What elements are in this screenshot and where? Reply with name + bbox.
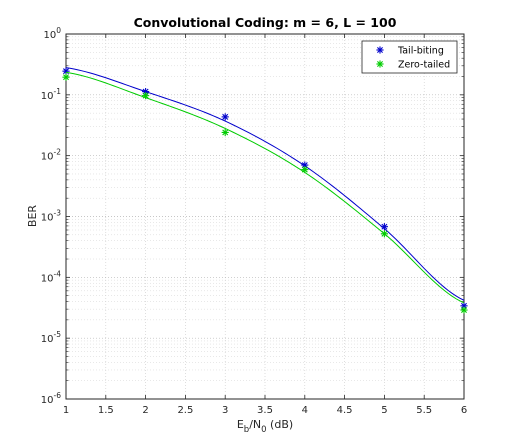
legend-marker-tail-biting — [376, 46, 384, 54]
legend-entry-zero-tailed: Zero-tailed — [376, 60, 450, 71]
y-tick-label: 10-6 — [41, 391, 61, 406]
series-zero-tailed — [62, 71, 468, 314]
data-point-zero-tailed — [460, 306, 468, 314]
marker-stroke — [222, 129, 229, 136]
data-point-zero-tailed — [380, 230, 388, 238]
series — [62, 67, 468, 314]
y-tick-label: 10-2 — [41, 148, 61, 163]
data-point-zero-tailed — [221, 128, 229, 137]
x-tick-label: 2.5 — [177, 405, 193, 416]
legend: Tail-biting Zero-tailed — [361, 40, 458, 74]
chart-title: Convolutional Coding: m = 6, L = 100 — [134, 15, 397, 30]
legend-box — [361, 40, 458, 74]
legend-label-zero-tailed: Zero-tailed — [398, 60, 450, 71]
y-tick-label: 10-1 — [41, 87, 61, 102]
marker-stroke — [461, 307, 467, 314]
x-tick-label: 6 — [461, 405, 467, 416]
x-tick-label: 5 — [381, 405, 387, 416]
series-tail-biting — [62, 67, 468, 310]
marker-stroke — [142, 92, 149, 99]
x-tick-label: 2 — [142, 405, 148, 416]
y-tick-label: 10-5 — [41, 330, 61, 345]
x-tick-label: 3.5 — [257, 405, 273, 416]
y-tick-label: 10-3 — [41, 209, 61, 224]
ticks: 1 1.5 2 2.5 3 3.5 4 4.5 5 5.5 6 100 10-1 10-2 10-3 10-4… — [41, 26, 467, 416]
data-point-zero-tailed — [142, 92, 150, 100]
marker-stroke — [301, 162, 308, 169]
x-axis-label: Eb/N0 (dB) — [237, 418, 293, 435]
data-point-zero-tailed — [62, 73, 70, 81]
x-tick-label: 4.5 — [337, 405, 353, 416]
legend-entry-tail-biting: Tail-biting — [376, 46, 444, 57]
x-tick-label: 5.5 — [416, 405, 432, 416]
y-tick-label: 10-4 — [41, 269, 61, 284]
marker-stroke — [377, 47, 383, 53]
marker-stroke — [63, 74, 69, 81]
x-tick-label: 1 — [63, 405, 69, 416]
marker-stroke — [301, 166, 308, 173]
marker-stroke — [381, 230, 388, 237]
data-point-tail-biting — [301, 161, 309, 169]
marker-stroke — [381, 223, 388, 230]
x-tick-label: 1.5 — [98, 405, 114, 416]
y-axis-label: BER — [26, 205, 39, 227]
data-point-zero-tailed — [301, 166, 309, 174]
marker-stroke — [63, 68, 69, 75]
y-tick-label: 100 — [43, 26, 61, 41]
series-line-tail-biting — [65, 67, 465, 301]
data-point-tail-biting — [380, 223, 388, 231]
marker-stroke — [222, 113, 229, 120]
legend-label-tail-biting: Tail-biting — [397, 46, 444, 57]
legend-marker-zero-tailed — [376, 60, 384, 68]
x-tick-label: 4 — [302, 405, 308, 416]
series-line-zero-tailed — [65, 71, 465, 304]
x-tick-label: 3 — [222, 405, 228, 416]
grid — [66, 34, 464, 399]
data-point-tail-biting — [221, 113, 229, 121]
marker-stroke — [377, 61, 383, 67]
